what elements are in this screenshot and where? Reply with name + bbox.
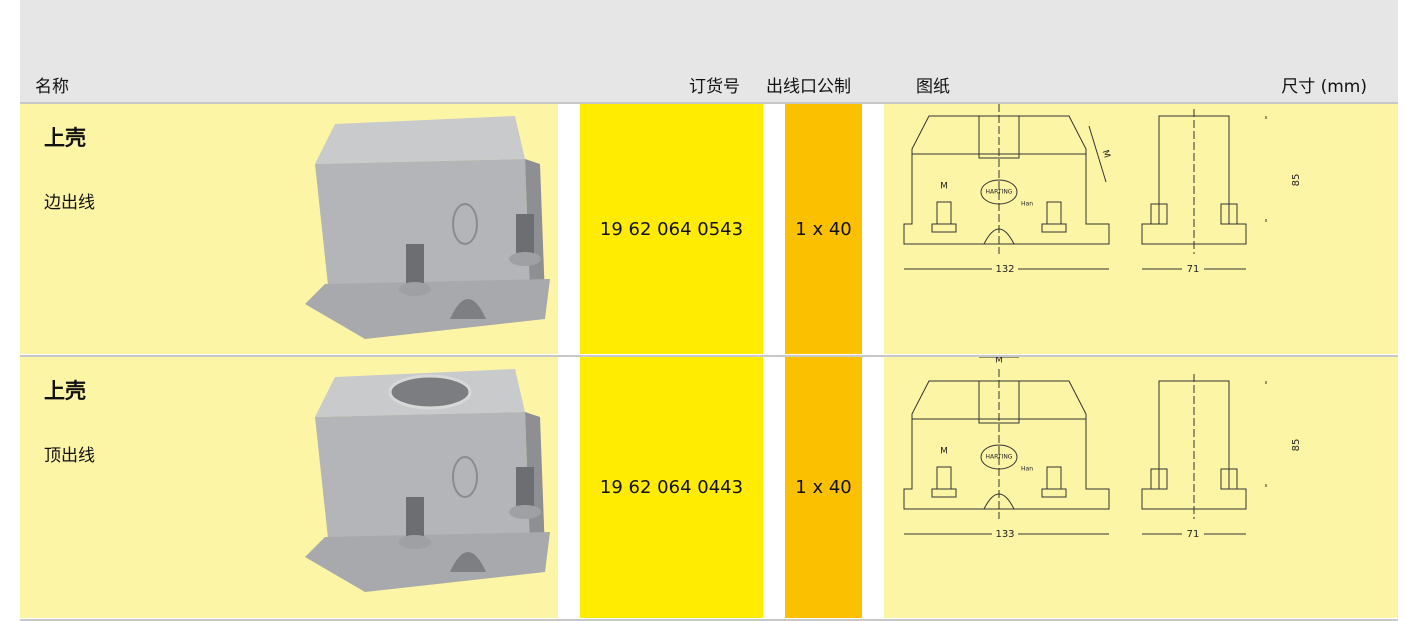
drawing-line <box>936 466 952 490</box>
photo-part <box>388 374 472 410</box>
photo-part <box>509 505 541 519</box>
outlet-cell: 1 x 40 <box>785 104 862 354</box>
row-title: 上壳 <box>44 379 86 403</box>
dimension-drawing: HARTING Han M M 132 71 85 <box>903 104 1302 277</box>
drawing-line <box>936 201 952 225</box>
drawing-label: 71 <box>1187 529 1200 540</box>
table-header: 名称 订货号 出线口公制 图纸 尺寸 (mm) <box>20 0 1398 104</box>
order-number: 19 62 064 0543 <box>599 218 744 240</box>
drawing-line <box>931 223 957 233</box>
drawing-line <box>1088 125 1107 183</box>
drawing-label: M <box>995 357 1003 366</box>
drawing-line <box>903 115 1110 245</box>
drawing-label: 85 <box>1291 174 1302 187</box>
drawing-label: HARTING <box>986 189 1013 196</box>
drawing-line <box>931 488 957 498</box>
drawing-line <box>1150 468 1168 490</box>
row-subtitle: 边出线 <box>44 193 95 213</box>
photo-part <box>406 497 424 542</box>
header-dimensions: 尺寸 (mm) <box>1281 77 1367 97</box>
photo-part <box>315 159 530 304</box>
drawing-cell: HARTING Han M M 133 71 85 <box>884 357 1398 618</box>
drawing-line <box>1220 468 1238 490</box>
drawing-label: Han <box>1021 201 1033 208</box>
row-subtitle: 顶出线 <box>44 446 95 466</box>
name-cell: 上壳 顶出线 <box>20 357 558 618</box>
drawing-label: 85 <box>1291 439 1302 452</box>
photo-part <box>452 203 478 245</box>
outlet-cell: 1 x 40 <box>785 357 862 618</box>
drawing-label: M <box>940 182 948 192</box>
drawing-line <box>1150 203 1168 225</box>
drawing-line <box>1041 488 1067 498</box>
drawing-cell: HARTING Han M M 132 71 85 <box>884 104 1398 354</box>
photo-part <box>516 467 534 512</box>
drawing-label: M <box>940 447 948 457</box>
drawing-line <box>980 179 1018 205</box>
drawing-label: M <box>1100 149 1112 159</box>
row-separator <box>20 355 1398 357</box>
header-outlet: 出线口公制 <box>766 77 851 97</box>
label-bg <box>992 526 1018 542</box>
photo-part <box>305 532 550 592</box>
label-bg <box>1182 261 1204 277</box>
drawing-line <box>980 444 1018 470</box>
drawing-label: 71 <box>1187 264 1200 275</box>
order-cell: 19 62 064 0443 <box>580 357 763 618</box>
row-title: 上壳 <box>44 126 86 150</box>
photo-part <box>509 252 541 266</box>
photo-part <box>399 535 431 549</box>
outlet-size: 1 x 40 <box>795 477 852 498</box>
product-photo <box>305 116 550 339</box>
drawing-line <box>983 228 1015 245</box>
header-order-no: 订货号 <box>689 77 740 97</box>
photo-part <box>315 412 530 557</box>
header-drawing: 图纸 <box>916 77 950 97</box>
drawing-line <box>1220 203 1238 225</box>
photo-part <box>450 299 486 319</box>
drawing-line <box>1041 223 1067 233</box>
drawing-line <box>983 493 1015 510</box>
photo-part <box>450 552 486 572</box>
photo-part <box>315 116 525 164</box>
order-number: 19 62 064 0443 <box>599 477 744 498</box>
photo-part <box>399 282 431 296</box>
photo-part <box>452 456 478 498</box>
order-cell: 19 62 064 0543 <box>580 104 763 354</box>
drawing-label: 132 <box>995 264 1014 275</box>
drawing-line <box>903 380 1110 510</box>
drawing-label: Han <box>1021 466 1033 473</box>
product-photo <box>305 369 550 592</box>
photo-part <box>516 214 534 259</box>
outlet-size: 1 x 40 <box>795 218 852 240</box>
drawing-line <box>1046 466 1062 490</box>
header-name: 名称 <box>35 77 69 97</box>
label-bg <box>1182 526 1204 542</box>
label-bg <box>992 261 1018 277</box>
dimension-drawing: HARTING Han M M 133 71 85 <box>903 357 1302 542</box>
photo-part <box>406 244 424 289</box>
drawing-label: 133 <box>995 529 1014 540</box>
name-cell: 上壳 边出线 <box>20 104 558 354</box>
photo-part <box>305 279 550 339</box>
drawing-line <box>1046 201 1062 225</box>
drawing-label: HARTING <box>986 454 1013 461</box>
